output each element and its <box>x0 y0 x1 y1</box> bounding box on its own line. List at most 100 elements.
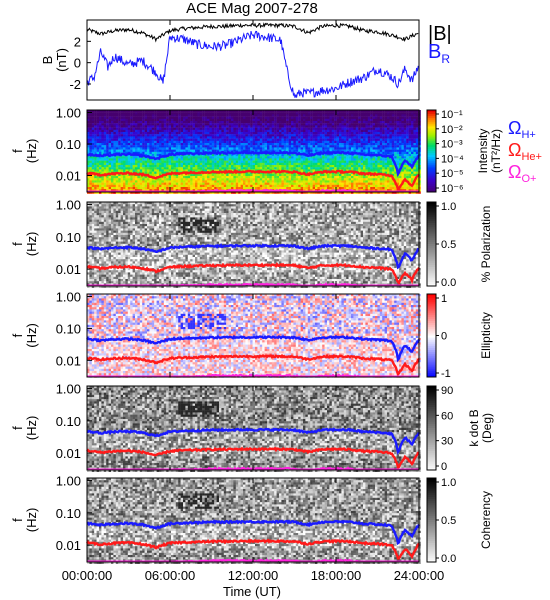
spectrogram-cell <box>135 136 138 139</box>
spectrogram-cell <box>211 187 215 190</box>
spectrogram-cell <box>187 140 191 144</box>
spectrogram-cell <box>118 187 121 190</box>
spectrogram-cell <box>363 112 366 115</box>
spectrogram-cell <box>108 151 112 155</box>
spectrogram-cell <box>243 112 246 115</box>
spectrogram-cell <box>322 162 325 166</box>
spectrogram-cell <box>228 112 232 115</box>
spectrogram-cell <box>163 180 167 183</box>
spectrogram-cell <box>279 156 282 159</box>
spectrogram-cell <box>355 110 359 113</box>
spectrogram-cell <box>231 136 234 139</box>
spectrogram-cell <box>120 149 124 152</box>
spectrogram-cell <box>250 129 253 133</box>
spectrogram-cell <box>219 162 222 166</box>
spectrogram-cell <box>115 136 119 139</box>
spectrogram-cell <box>247 143 251 146</box>
spectrogram-cell <box>281 167 284 170</box>
spectrogram-cell <box>367 180 371 183</box>
spectrogram-cell <box>151 114 155 117</box>
spectrogram-cell <box>151 110 155 113</box>
spectrogram-cell <box>130 149 133 152</box>
spectrogram-cell <box>324 121 328 124</box>
spectrogram-cell <box>348 125 352 128</box>
spectrogram-cell <box>365 143 368 146</box>
spectrogram-cell <box>156 123 160 126</box>
spectrogram-cell <box>370 136 373 139</box>
spectrogram-cell <box>315 125 318 128</box>
spectrogram-cell <box>396 136 400 139</box>
spectrogram-cell <box>216 178 220 181</box>
spectrogram-cell <box>185 154 188 157</box>
spectrogram-cell <box>233 138 236 141</box>
spectrogram-cell <box>305 189 308 192</box>
spectrogram-cell <box>329 176 332 179</box>
spectrogram-cell <box>137 171 140 174</box>
spectrogram-cell <box>147 116 150 119</box>
spectrogram-cell <box>185 147 188 150</box>
spectrogram-cell <box>149 162 152 166</box>
spectrogram-cell <box>312 162 316 166</box>
spectrogram-cell <box>372 116 376 119</box>
spectrogram-cell <box>303 134 306 137</box>
spectrogram-cell <box>156 151 160 155</box>
spectrogram-cell <box>183 136 186 139</box>
spectrogram-cell <box>279 140 282 144</box>
spectrogram-cell <box>204 189 208 192</box>
spectrogram-cell <box>346 110 349 113</box>
spectrogram-cell <box>348 127 352 130</box>
spectrogram-cell <box>327 176 330 179</box>
spectrogram-cell <box>267 162 270 166</box>
spectrogram-cell <box>235 154 239 157</box>
spectrogram-cell <box>113 143 116 146</box>
spectrogram-cell <box>310 160 313 163</box>
spectrogram-cell <box>87 169 90 172</box>
spectrogram-cell <box>221 121 224 124</box>
spectrogram-cell <box>377 114 380 117</box>
spectrogram-cell <box>331 147 335 150</box>
spectrogram-cell <box>159 140 162 144</box>
spectrogram-cell <box>375 171 378 174</box>
spectrogram-cell <box>192 160 196 163</box>
spectrogram-cell <box>111 136 114 139</box>
spectrogram-cell <box>103 134 107 137</box>
spectrogram-cell <box>375 110 378 113</box>
spectrogram-cell <box>307 178 311 181</box>
spectrogram-cell <box>327 173 330 177</box>
spectrogram-cell <box>132 191 136 194</box>
spectrogram-cell <box>195 167 198 170</box>
spectrogram-cell <box>247 149 251 152</box>
spectrogram-cell <box>336 158 340 161</box>
spectrogram-cell <box>247 158 251 161</box>
spectrogram-cell <box>159 162 162 166</box>
spectrogram-cell <box>118 125 121 128</box>
spectrogram-cell <box>291 125 294 128</box>
spectrogram-cell <box>307 180 311 183</box>
spectrogram-cell <box>341 143 344 146</box>
spectrogram-cell <box>235 121 239 124</box>
spectrogram-cell <box>238 121 241 124</box>
spectrogram-cell <box>94 191 97 194</box>
spectrogram-cell <box>118 173 121 177</box>
spectrogram-cell <box>161 114 164 117</box>
spectrogram-cell <box>168 121 172 124</box>
spectrogram-cell <box>351 187 354 190</box>
spectrogram-cell <box>106 116 109 119</box>
spectrogram-cell <box>204 138 208 141</box>
spectrogram-cell <box>94 132 97 135</box>
spectrogram-cell <box>111 121 114 124</box>
spectrogram-cell <box>183 112 186 115</box>
spectrogram-cell <box>130 187 133 190</box>
spectrogram-cell <box>103 110 107 113</box>
spectrogram-cell <box>103 162 107 166</box>
spectrogram-cell <box>257 162 260 166</box>
spectrogram-cell <box>235 182 239 185</box>
spectrogram-cell <box>288 173 292 177</box>
spectrogram-cell <box>185 182 188 185</box>
spectrogram-cell <box>389 143 392 146</box>
spectrogram-cell <box>209 110 212 113</box>
spectrogram-cell <box>315 180 318 183</box>
spectrogram-cell <box>329 125 332 128</box>
spectrogram-cell <box>142 151 145 155</box>
spectrogram-cell <box>87 149 90 152</box>
